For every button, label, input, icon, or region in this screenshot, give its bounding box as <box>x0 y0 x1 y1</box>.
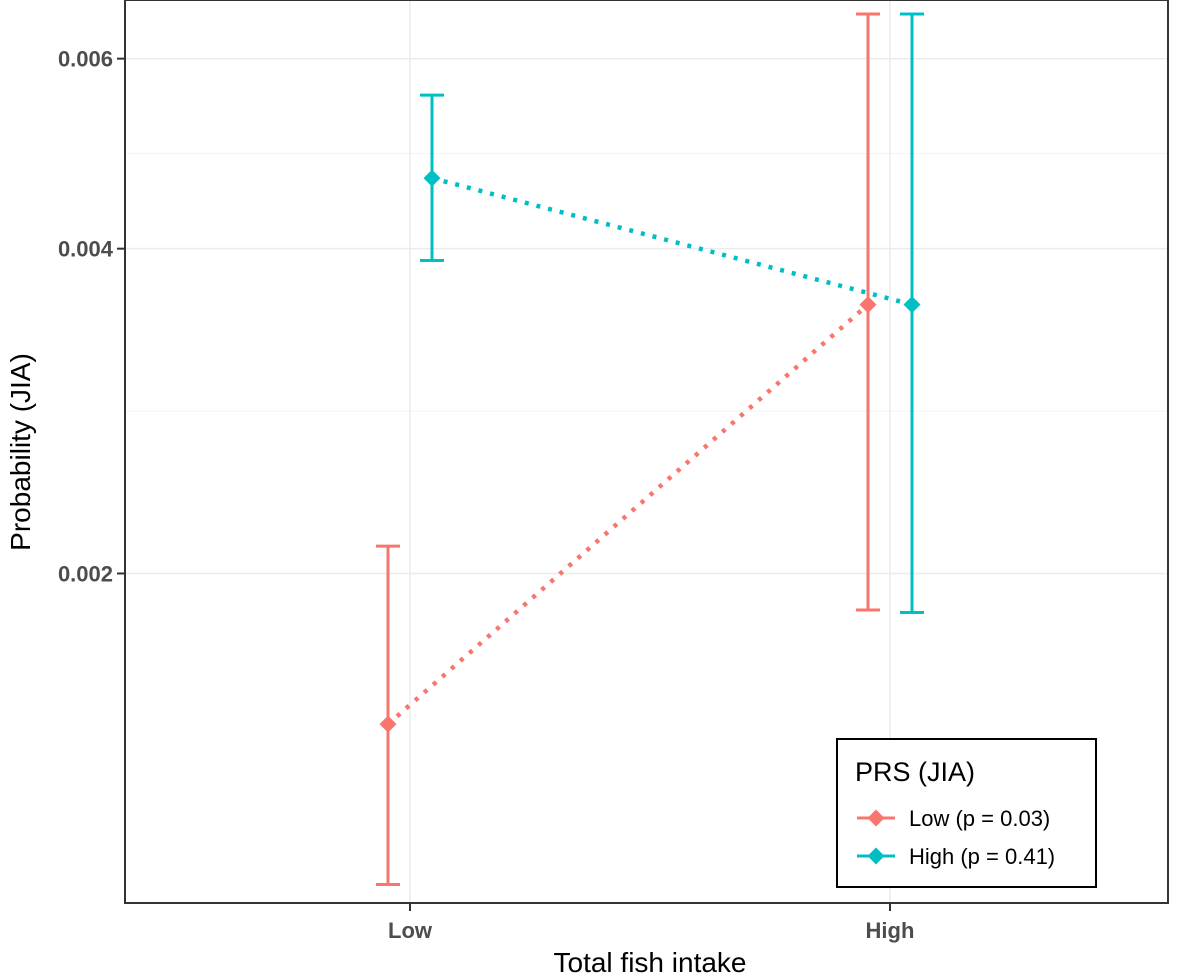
x-axis-title: Total fish intake <box>554 947 747 978</box>
series-lines <box>386 175 913 726</box>
legend: PRS (JIA) Low (p = 0.03) High (p = 0.41) <box>836 738 1097 888</box>
legend-label: Low (p = 0.03) <box>909 806 1050 831</box>
series-line <box>386 302 870 726</box>
plot-border <box>124 0 1169 904</box>
y-tick-label: 0.004 <box>58 237 114 262</box>
x-tick-label: Low <box>388 918 433 943</box>
y-tick-label: 0.006 <box>58 47 113 72</box>
legend-item: High (p = 0.41) <box>857 844 1055 869</box>
data-point <box>379 715 397 733</box>
legend-label: High (p = 0.41) <box>909 844 1055 869</box>
data-point <box>423 169 441 187</box>
y-tick-label: 0.002 <box>58 561 113 586</box>
y-axis: 0.002 0.004 0.006 <box>58 47 125 586</box>
legend-items: Low (p = 0.03) High (p = 0.41) <box>857 806 1055 869</box>
x-tick-label: High <box>866 918 915 943</box>
error-bar <box>900 12 924 615</box>
legend-title: PRS (JIA) <box>855 757 975 787</box>
data-point <box>859 296 877 314</box>
legend-key-marker <box>867 847 885 865</box>
x-axis: Low High <box>388 903 914 943</box>
legend-item: Low (p = 0.03) <box>857 806 1050 831</box>
data-point <box>903 296 921 314</box>
legend-key-marker <box>867 809 885 827</box>
y-axis-title: Probability (JIA) <box>5 353 36 551</box>
data-points <box>379 169 921 733</box>
legend-box <box>836 738 1097 888</box>
error-bar <box>376 544 400 886</box>
